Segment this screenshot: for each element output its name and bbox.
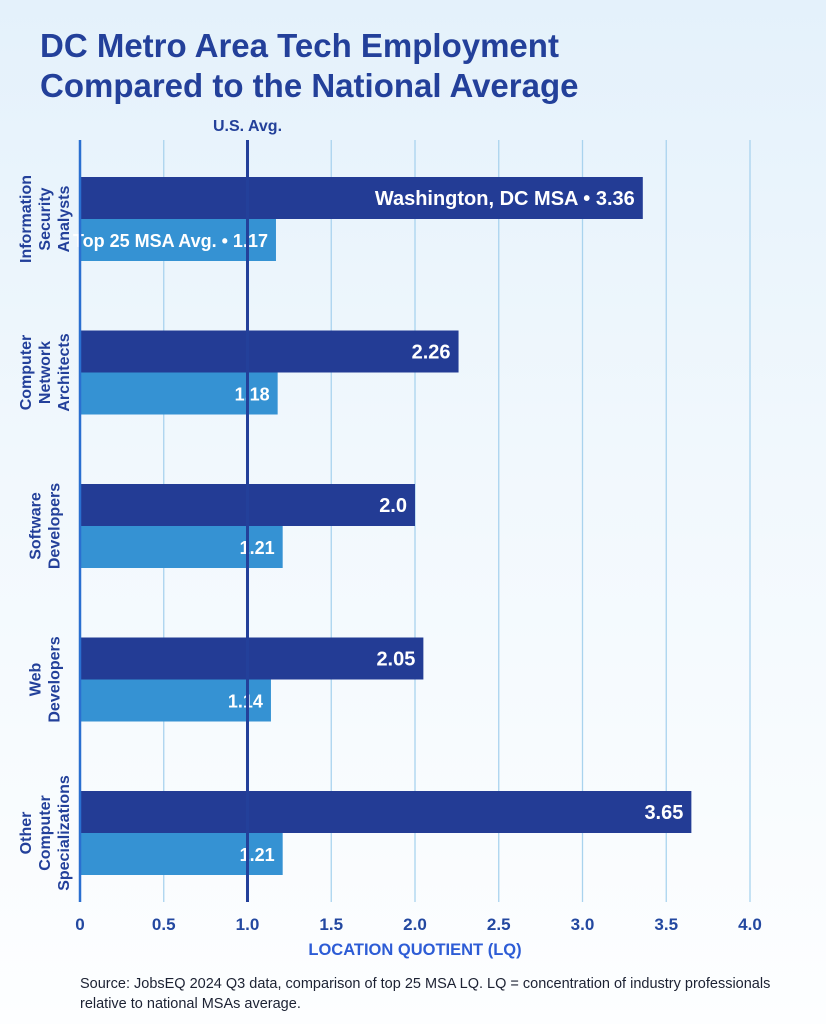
chart-title-line-1: DC Metro Area Tech Employment xyxy=(40,27,559,64)
bar-dc-msa xyxy=(80,791,692,833)
us-avg-label: U.S. Avg. xyxy=(213,118,282,135)
category-label: Computer Network Architects xyxy=(18,333,73,411)
bar-value-label: 1.21 xyxy=(240,538,275,558)
x-tick-label: 0.5 xyxy=(152,915,176,934)
x-tick-label: 4.0 xyxy=(738,915,762,934)
bar-value-label: 1.18 xyxy=(235,385,270,405)
bar-value-label: 3.65 xyxy=(644,802,683,824)
x-tick-label: 1.5 xyxy=(319,915,343,934)
source-note: Source: JobsEQ 2024 Q3 data, comparison … xyxy=(80,976,771,1012)
x-tick-label: 2.0 xyxy=(403,915,427,934)
category-label: Information Security Analysts xyxy=(18,175,73,263)
x-tick-label: 2.5 xyxy=(487,915,511,934)
category-label: Web Developers xyxy=(28,636,64,722)
bar-value-label: Top 25 MSA Avg. • 1.17 xyxy=(73,231,268,251)
x-axis-title: LOCATION QUOTIENT (LQ) xyxy=(308,941,521,959)
x-tick-label: 3.0 xyxy=(571,915,595,934)
category-label: Software Developers xyxy=(28,483,64,569)
x-tick-label: 3.5 xyxy=(654,915,678,934)
x-tick-label: 0 xyxy=(75,915,84,934)
bar-top25-msa xyxy=(80,372,278,415)
bar-value-label: 2.26 xyxy=(412,342,451,364)
bar-value-label: 2.0 xyxy=(379,495,407,517)
bar-value-label: Washington, DC MSA • 3.36 xyxy=(375,188,635,210)
bar-value-label: 2.05 xyxy=(376,649,415,671)
x-tick-label: 1.0 xyxy=(236,915,260,934)
category-label: Other Computer Specializations xyxy=(18,775,73,891)
bar-value-label: 1.14 xyxy=(228,692,263,712)
bar-top25-msa xyxy=(80,219,276,261)
bar-dc-msa xyxy=(80,177,643,219)
chart-title: DC Metro Area Tech Employment Compared t… xyxy=(40,26,800,106)
bar-dc-msa xyxy=(80,637,424,680)
bar-top25-msa xyxy=(80,679,271,722)
bar-value-label: 1.21 xyxy=(240,845,275,865)
chart-title-line-2: Compared to the National Average xyxy=(40,67,579,104)
bar-dc-msa xyxy=(80,330,459,373)
